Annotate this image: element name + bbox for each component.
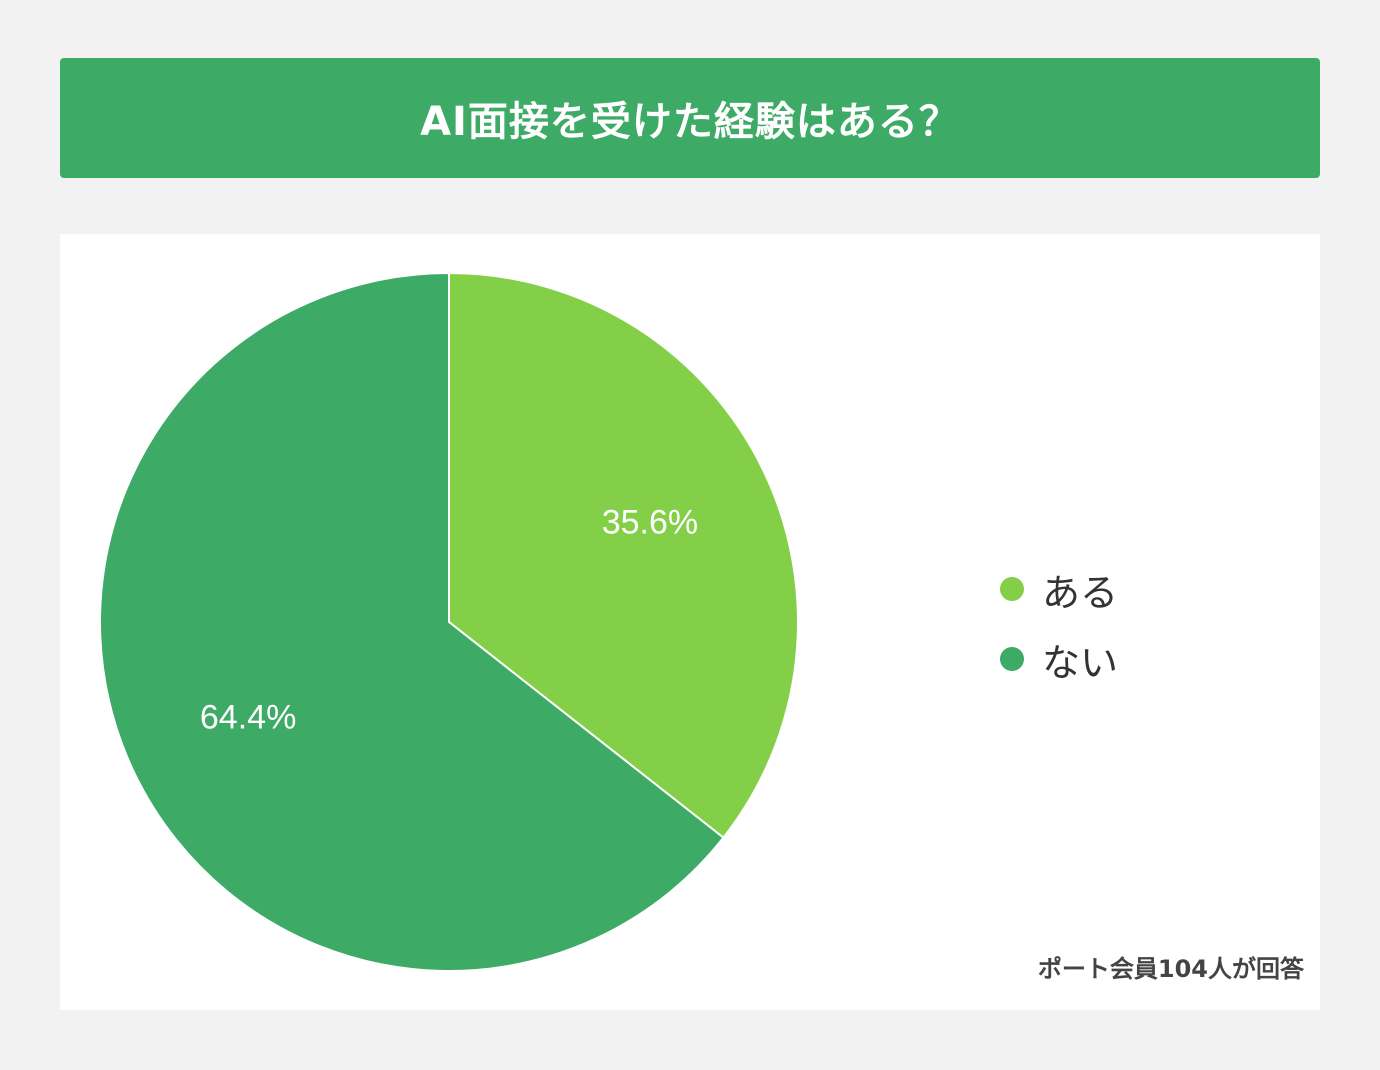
pie-chart: 35.6% 64.4% <box>99 271 799 972</box>
slice-label-aru: 35.6% <box>602 503 698 541</box>
title-banner: AI面接を受けた経験はある？ <box>60 58 1320 178</box>
legend-swatch-nai <box>1000 647 1024 671</box>
legend-label-nai: ない <box>1042 640 1119 685</box>
legend: ある ない <box>1000 554 1118 694</box>
pie-slice-aru <box>448 271 799 840</box>
legend-label-aru: ある <box>1042 570 1119 615</box>
chart-title: AI面接を受けた経験はある？ <box>420 99 960 145</box>
legend-item-nai: ない <box>1000 624 1118 694</box>
respondent-note: ポート会員104人が回答 <box>1037 955 1304 983</box>
legend-item-aru: ある <box>1000 554 1118 624</box>
pie-slice-nai <box>99 271 725 972</box>
chart-panel: 35.6% 64.4% ある ない ポート会員104人が回答 <box>60 234 1320 1010</box>
slice-label-nai: 64.4% <box>200 699 296 737</box>
legend-swatch-aru <box>1000 577 1024 601</box>
